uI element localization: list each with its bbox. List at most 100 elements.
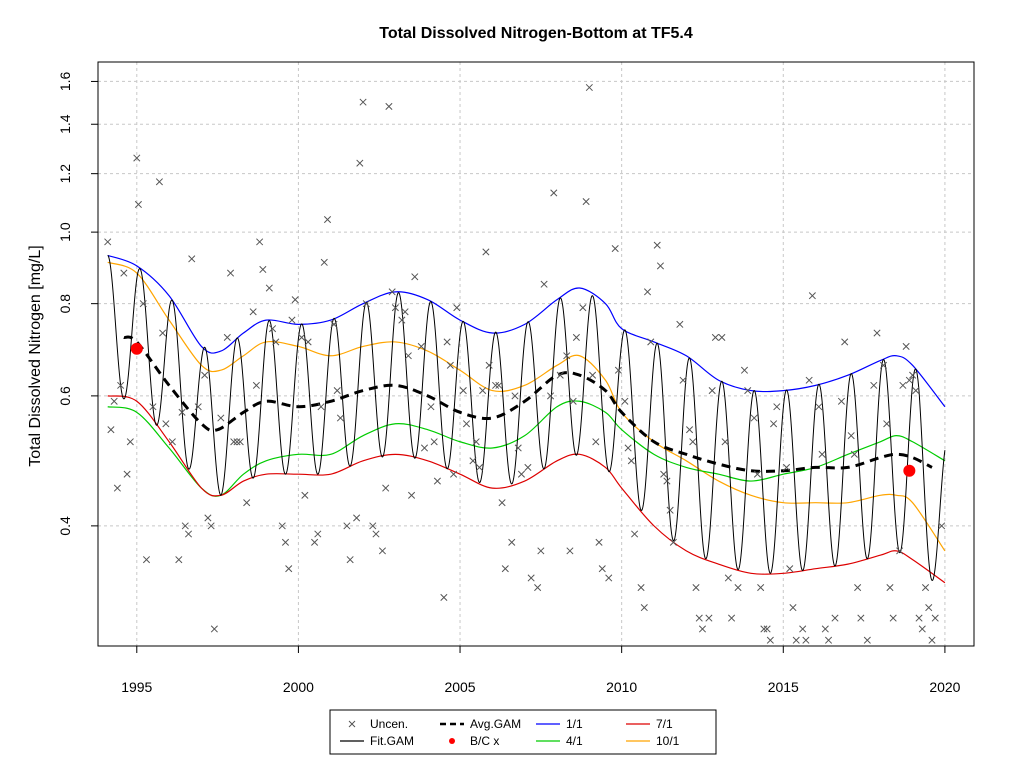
y-tick-label: 0.6 [57,386,73,406]
observation-point [870,381,878,389]
observation-point [669,538,677,546]
observation-point [899,381,907,389]
observation-point [336,414,344,422]
observation-point [640,604,648,612]
observation-point [721,438,729,446]
observation-point [320,258,328,266]
x-tick-label: 2000 [283,679,314,695]
legend-label-p10: 10/1 [656,734,680,748]
legend-label-p7: 7/1 [656,717,673,731]
legend-label-fit: Fit.GAM [370,734,414,748]
observation-point [724,574,732,582]
observation-point [854,583,862,592]
legend-box [329,709,717,755]
observation-point [388,288,396,296]
observation-point [886,583,894,592]
observation-point [918,625,926,633]
observation-point [909,371,917,379]
observation-point [184,530,193,538]
observation-point [201,371,209,379]
observation-point [711,333,719,341]
observation-point [938,522,946,530]
observation-point [236,438,244,446]
bc-point [130,342,143,355]
observation-point [181,522,189,530]
observation-point [252,381,260,389]
observation-point [314,530,322,538]
observation-point [356,159,364,167]
observation-point [311,538,319,546]
observation-point [579,304,587,312]
observation-point [915,614,923,622]
observation-point [905,376,913,384]
observation-point [637,583,645,592]
observation-point [230,438,238,446]
observation-point [362,300,370,308]
observation-point [475,463,483,471]
observation-point [631,530,639,538]
observation-point [808,292,816,300]
observation-point [692,583,700,592]
observation-point [123,470,131,478]
observation-point [873,329,881,337]
observation-point [256,238,264,246]
observation-point [757,583,765,592]
observation-point [818,450,826,458]
observation-point [443,338,451,346]
observation-point [243,499,251,507]
observation-point [110,397,118,405]
observation-point [433,477,441,485]
observation-point [142,556,151,564]
plot-frame [97,61,975,647]
legend-label-uncen: Uncen. [370,717,408,731]
observation-point [385,102,393,110]
observation-point [766,636,774,644]
observation-point [501,565,509,573]
observation-point [404,352,412,360]
observation-point [695,614,703,622]
observation-point [676,320,684,328]
observation-point [589,371,597,379]
observation-point [698,625,707,633]
observation-point [346,556,354,564]
plot-lines [107,254,946,584]
observation-point [789,604,797,612]
observation-point [537,547,545,555]
observation-point [821,625,829,633]
observation-point [204,514,212,522]
observation-point [482,248,490,256]
observation-point [139,300,147,308]
observation-point [168,438,176,446]
observation-point [285,565,293,573]
observation-point [847,432,855,440]
observation-point [679,376,687,384]
observation-point [291,296,299,304]
y-axis: 0.4 0.6 0.8 1.0 1.2 1.4 1.6 [57,71,98,536]
observation-point [802,636,810,644]
x-axis: 1995 2000 2005 2010 2015 2020 [121,646,961,695]
observation-point [469,457,477,465]
observation-point [430,438,438,446]
observation-point [472,438,480,446]
observation-point [760,625,768,633]
x-tick-label: 2015 [768,679,799,695]
observation-point [582,198,590,206]
observation-point [592,438,600,446]
observation-point [621,397,629,405]
observation-point [841,338,849,346]
observation-point [572,333,580,341]
observation-point [685,426,694,434]
observation-point [540,280,548,288]
observation-point [498,499,506,507]
y-tick-label: 1.6 [57,71,73,91]
observation-point [611,245,619,253]
observation-point [624,444,632,452]
observation-point [391,304,399,312]
observation-point [323,215,332,224]
legend-label-bc: B/C x [470,734,499,748]
observation-point [750,414,758,422]
observation-point [744,387,752,395]
observation-point [763,625,771,633]
observation-point [517,470,526,478]
observation-point [647,338,655,346]
